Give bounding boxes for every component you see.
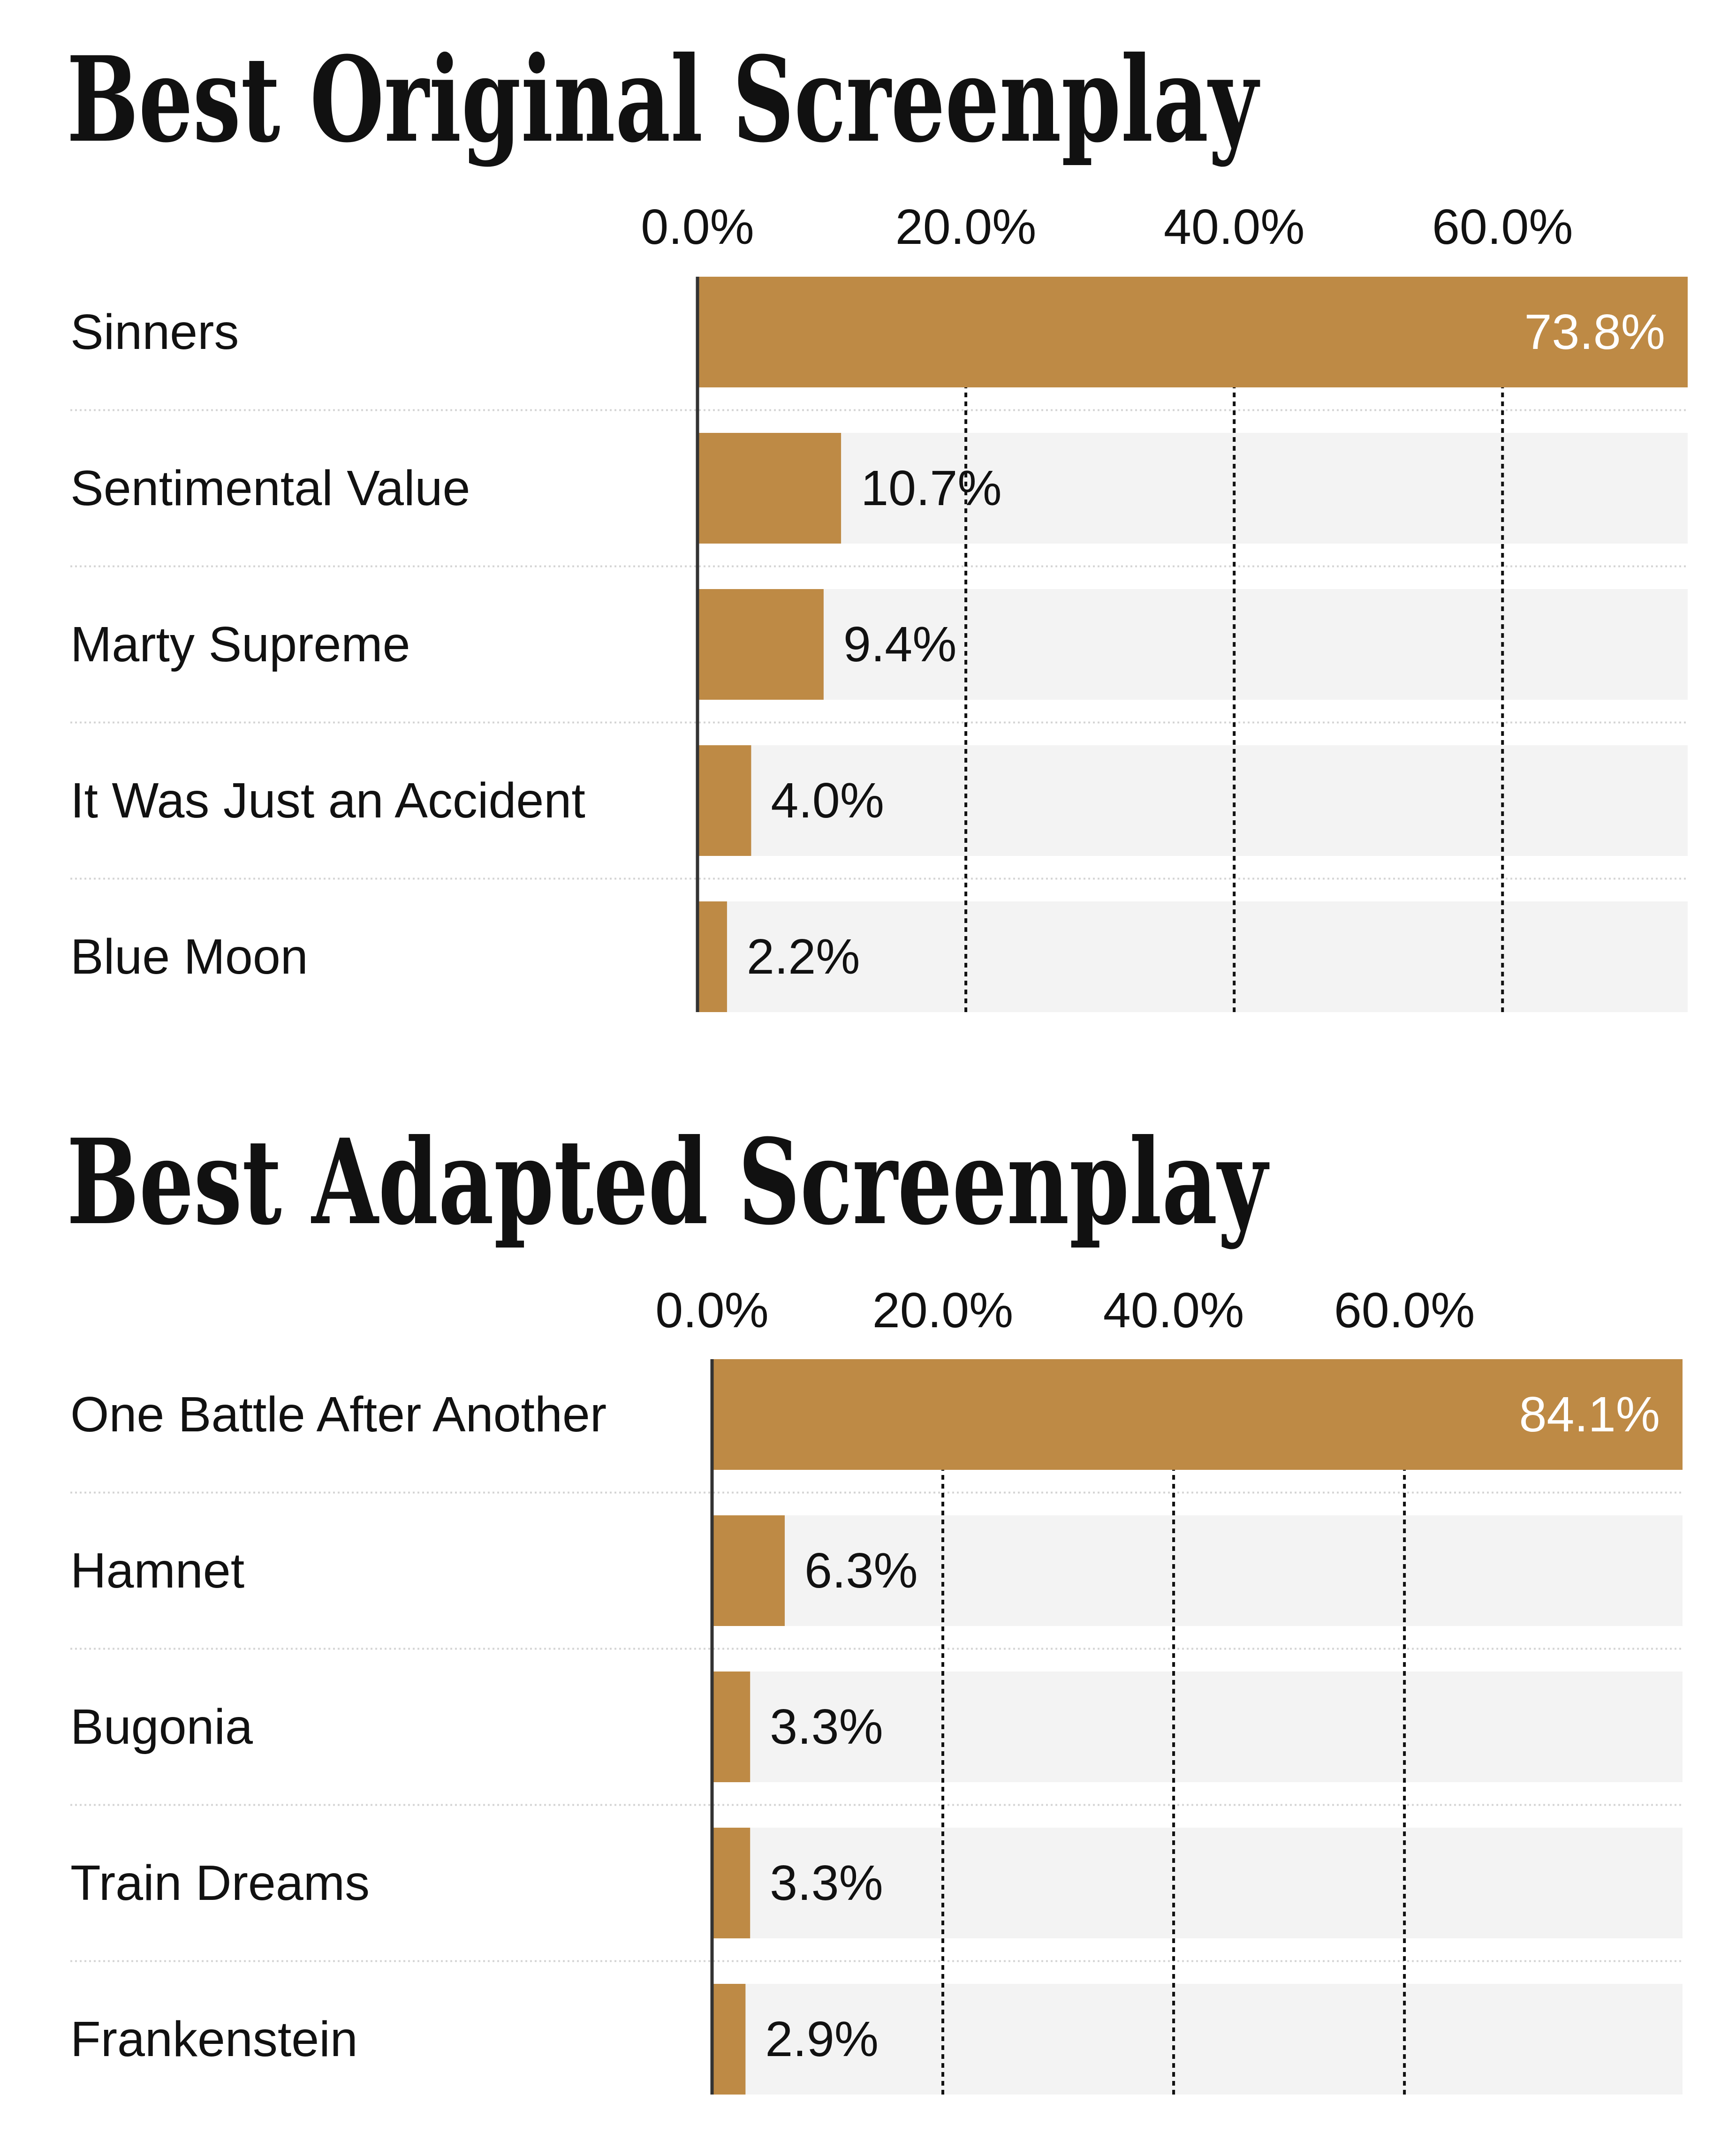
bar (697, 433, 841, 544)
tick-label: 40.0% (1164, 199, 1305, 255)
value-label: 9.4% (843, 617, 957, 672)
bar (697, 277, 1688, 387)
value-label: 4.0% (771, 773, 884, 828)
bar (712, 1515, 785, 1626)
tick-label: 20.0% (895, 199, 1037, 255)
bar-track (712, 1984, 1683, 2095)
tick-label: 60.0% (1334, 1283, 1475, 1338)
bar-track (697, 589, 1688, 700)
tick-label: 0.0% (641, 199, 754, 255)
category-label: It Was Just an Accident (70, 773, 585, 828)
category-label: Sentimental Value (70, 461, 470, 516)
value-label: 73.8% (1524, 304, 1665, 360)
category-label: One Battle After Another (70, 1387, 606, 1442)
value-label: 84.1% (1519, 1387, 1660, 1442)
tick-label: 0.0% (655, 1283, 769, 1338)
bar-track (697, 745, 1688, 856)
original-screenplay-chart: Best Original Screenplay 0.0% 20.0% 40.0% 6… (67, 30, 1688, 1012)
bar-track (697, 433, 1688, 544)
category-label: Bugonia (70, 1699, 253, 1755)
chart-title: Best Original Screenplay (67, 30, 1260, 168)
value-label: 2.2% (747, 929, 860, 984)
category-label: Frankenstein (70, 2012, 358, 2067)
category-label: Train Dreams (70, 1855, 370, 1911)
tick-label: 60.0% (1432, 199, 1573, 255)
bar (697, 745, 751, 856)
bar (712, 1359, 1683, 1470)
value-label: 6.3% (804, 1543, 918, 1598)
category-label: Sinners (70, 304, 239, 360)
category-label: Hamnet (70, 1543, 244, 1598)
value-label: 2.9% (765, 2012, 879, 2067)
bar (712, 1828, 750, 1938)
category-label: Blue Moon (70, 929, 308, 984)
category-label: Marty Supreme (70, 617, 410, 672)
bar-track (712, 1672, 1683, 1782)
value-label: 3.3% (770, 1855, 883, 1911)
bar (712, 1672, 750, 1782)
tick-label: 20.0% (872, 1283, 1014, 1338)
chart-title: Best Adapted Screenplay (67, 1113, 1270, 1251)
bar (697, 589, 824, 700)
value-label: 3.3% (770, 1699, 883, 1755)
bar-track (712, 1828, 1683, 1938)
bar-track (697, 901, 1688, 1012)
bar-track (712, 1515, 1683, 1626)
adapted-screenplay-chart: Best Adapted Screenplay 0.0% 20.0% 40.0% 60… (67, 1113, 1683, 2095)
value-label: 10.7% (861, 461, 1002, 516)
bar (697, 901, 727, 1012)
bar (712, 1984, 746, 2095)
tick-label: 40.0% (1103, 1283, 1244, 1338)
